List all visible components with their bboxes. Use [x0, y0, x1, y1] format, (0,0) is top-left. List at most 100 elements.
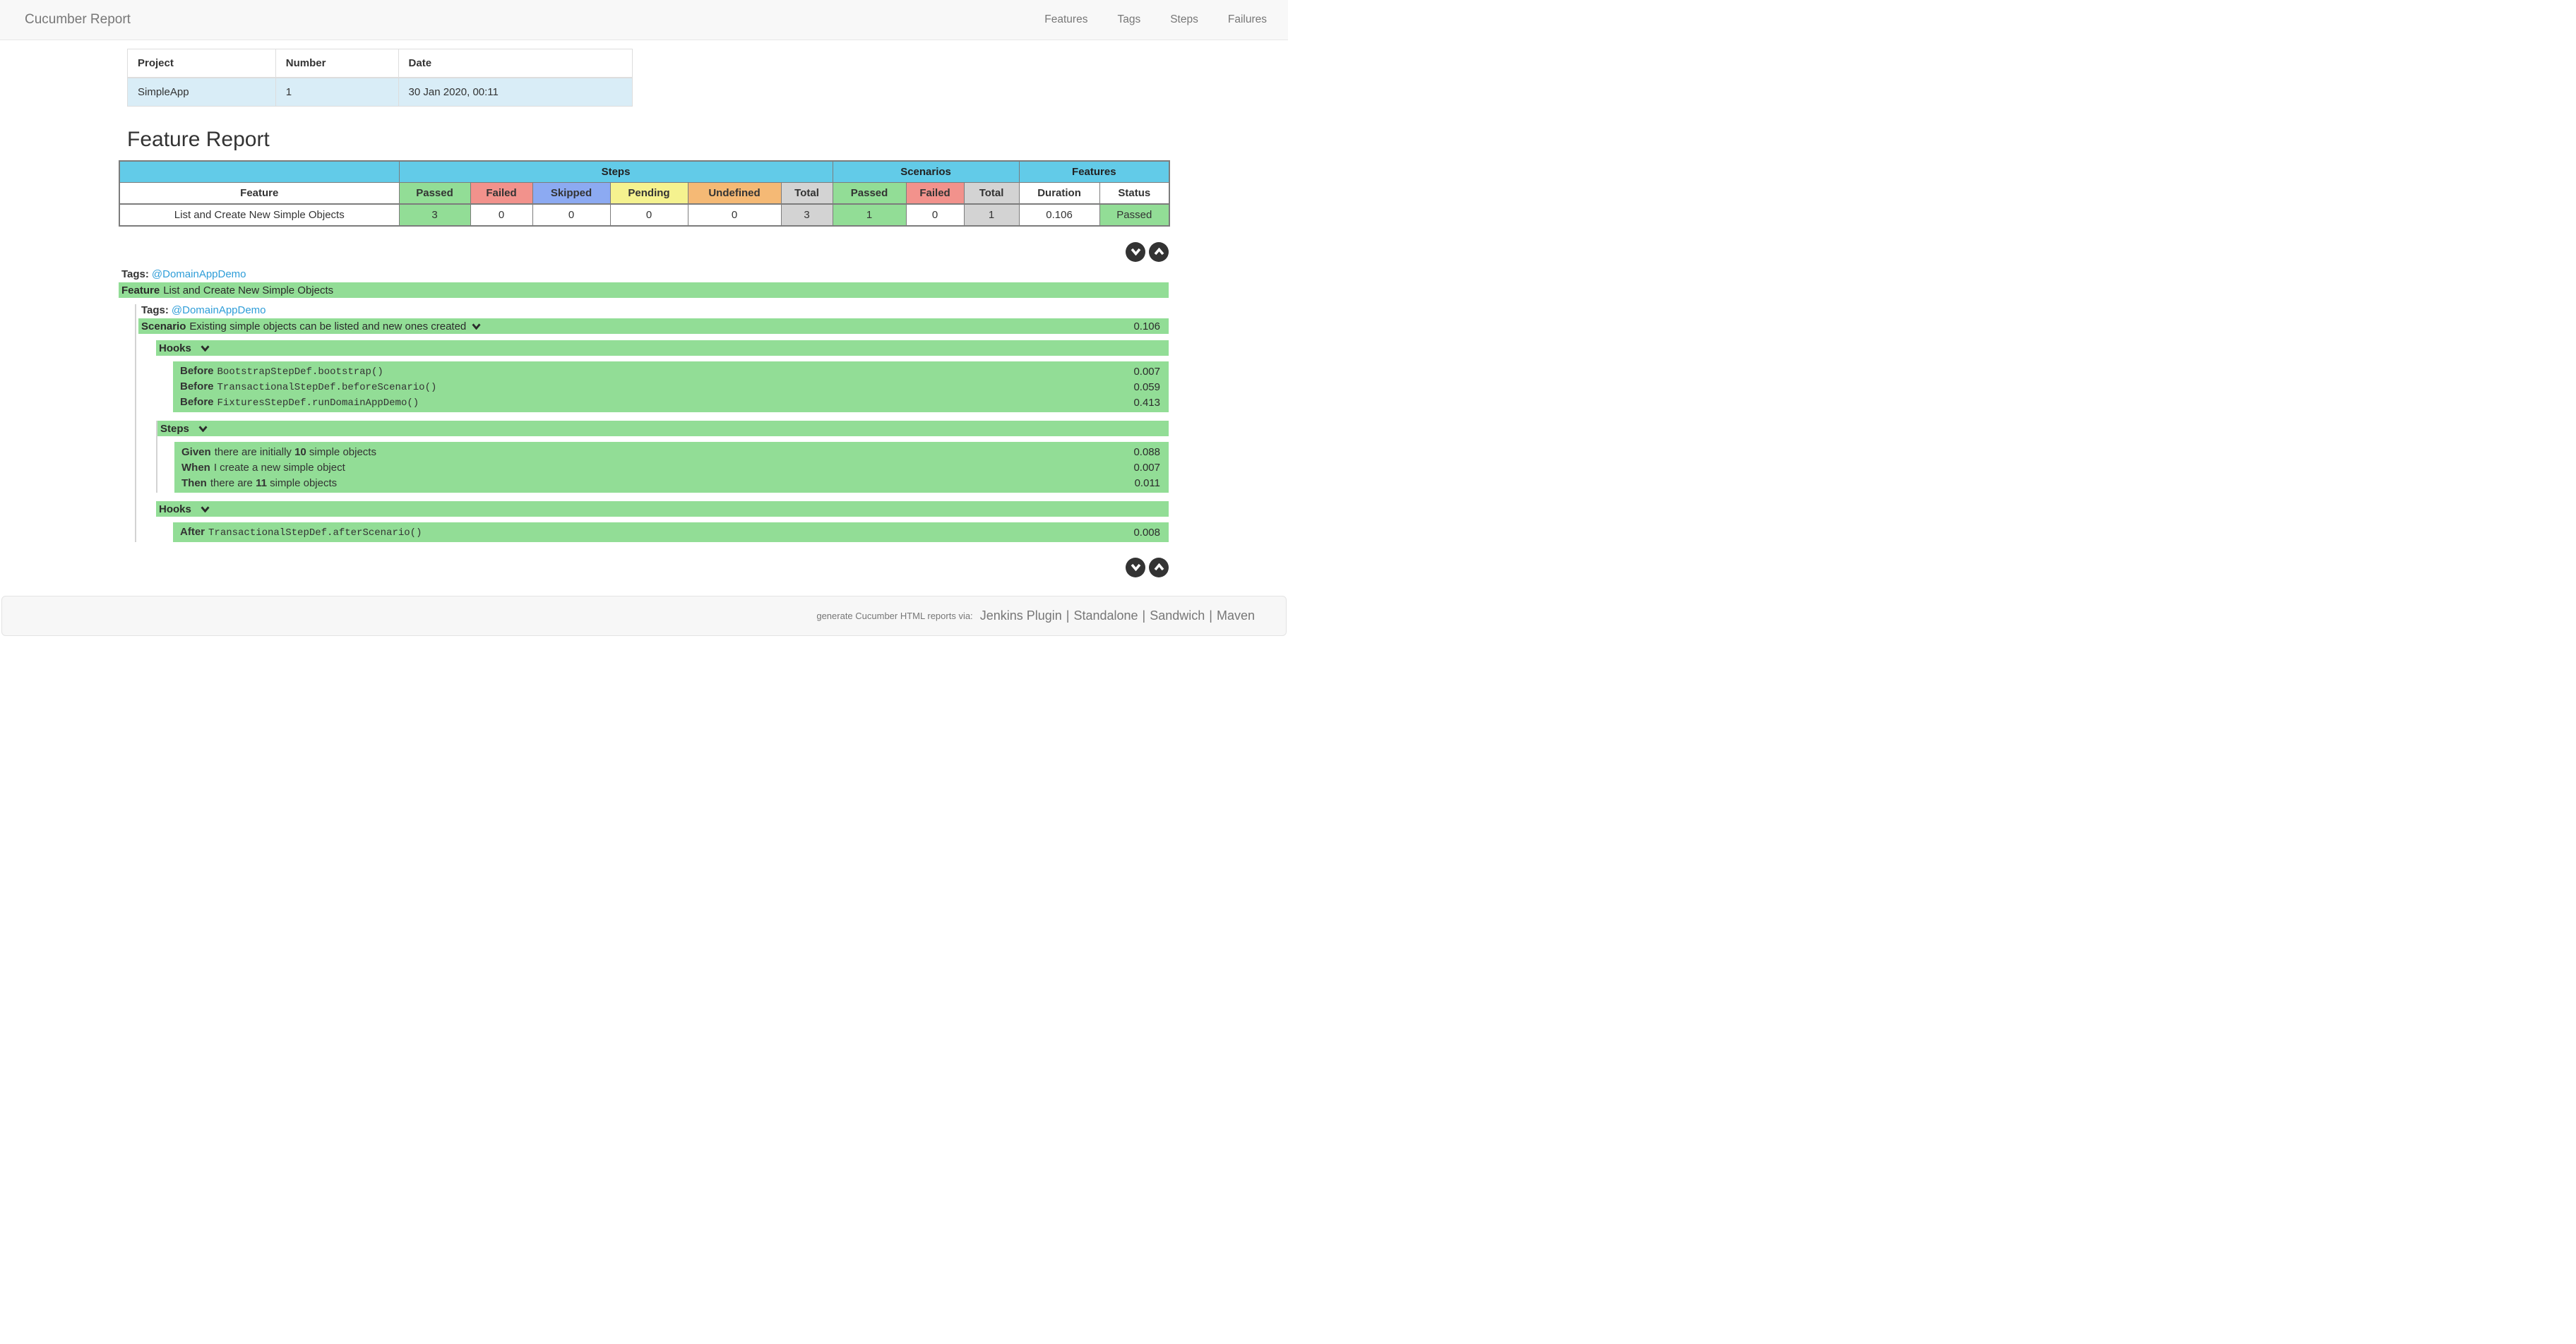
- hook-method: TransactionalStepDef.afterScenario(): [208, 527, 422, 539]
- tag-link[interactable]: @DomainAppDemo: [151, 268, 246, 280]
- chevron-down-icon[interactable]: [472, 323, 481, 330]
- build-col-number: Number: [275, 49, 399, 78]
- group-header-empty: [119, 160, 400, 183]
- footer-link-jenkins-plugin[interactable]: Jenkins Plugin: [979, 608, 1062, 623]
- cell-steps-total: 3: [780, 203, 833, 227]
- expand-all-button[interactable]: [1126, 558, 1145, 577]
- col-duration: Duration: [1018, 182, 1100, 205]
- feature-report-table: Steps Scenarios Features Feature Passed …: [119, 160, 1171, 227]
- hook-method: BootstrapStepDef.bootstrap(): [217, 366, 383, 378]
- step-text: I create a new simple object: [213, 461, 345, 474]
- navbar: Cucumber Report Features Tags Steps Fail…: [0, 0, 1288, 40]
- steps-bar[interactable]: Steps: [157, 421, 1169, 436]
- scenario-content: Hooks Before BootstrapStepDef.bootstrap()…: [156, 340, 1169, 542]
- expand-collapse-controls-bottom: [119, 558, 1169, 577]
- feature-tags: Tags: @DomainAppDemo: [121, 268, 1169, 280]
- scenario-duration: 0.106: [1133, 320, 1160, 332]
- step-row: When I create a new simple object 0.007: [174, 460, 1169, 475]
- cell-steps-failed: 0: [470, 203, 533, 227]
- cell-status: Passed: [1099, 203, 1170, 227]
- hook-keyword: Before: [180, 396, 214, 408]
- footer-separator: |: [1142, 608, 1146, 623]
- scenario-keyword: Scenario: [141, 320, 186, 332]
- nav-link-tags[interactable]: Tags: [1117, 13, 1141, 25]
- footer-link-maven[interactable]: Maven: [1216, 608, 1255, 623]
- steps-section: Steps Given there are initially 10 simple…: [156, 421, 1169, 493]
- tag-link[interactable]: @DomainAppDemo: [171, 304, 266, 316]
- hook-duration: 0.007: [1133, 365, 1160, 378]
- cell-steps-skipped: 0: [532, 203, 611, 227]
- cell-steps-passed: 3: [398, 203, 471, 227]
- scenario-name: Existing simple objects can be listed an…: [189, 320, 467, 332]
- collapse-all-button[interactable]: [1149, 242, 1169, 262]
- hook-keyword: Before: [180, 380, 214, 392]
- group-header-steps: Steps: [398, 160, 833, 183]
- hooks-before-rows: Before BootstrapStepDef.bootstrap() 0.007…: [173, 361, 1169, 412]
- chevron-down-icon[interactable]: [201, 344, 210, 352]
- cell-scenarios-passed: 1: [832, 203, 907, 227]
- feature-report-row: List and Create New Simple Objects 3 0 0…: [119, 203, 1170, 227]
- build-project-value: SimpleApp: [127, 77, 276, 107]
- hook-method: TransactionalStepDef.beforeScenario(): [217, 382, 437, 393]
- hook-keyword: Before: [180, 365, 214, 377]
- footer-prefix: generate Cucumber HTML reports via:: [816, 611, 973, 621]
- step-keyword: Given: [181, 445, 211, 458]
- feature-name: List and Create New Simple Objects: [163, 284, 334, 296]
- build-number-value: 1: [275, 77, 399, 107]
- hook-row: After TransactionalStepDef.afterScenario(…: [173, 524, 1169, 540]
- feature-section: Tags: @DomainAppDemo Feature List and Crea…: [119, 268, 1169, 542]
- expand-collapse-controls-top: [119, 242, 1169, 262]
- step-row: Given there are initially 10 simple objec…: [174, 444, 1169, 460]
- step-keyword: Then: [181, 476, 207, 489]
- chevron-down-icon[interactable]: [198, 425, 208, 432]
- cell-steps-pending: 0: [609, 203, 688, 227]
- footer-separator: |: [1209, 608, 1212, 623]
- feature-content: Tags: @DomainAppDemo Scenario Existing sim…: [135, 304, 1169, 542]
- nav-link-features[interactable]: Features: [1044, 13, 1088, 25]
- hook-row: Before TransactionalStepDef.beforeScenari…: [173, 379, 1169, 395]
- page-title: Feature Report: [127, 128, 270, 151]
- hook-duration: 0.008: [1133, 526, 1160, 539]
- hooks-after-bar[interactable]: Hooks: [156, 501, 1169, 517]
- footer-link-standalone[interactable]: Standalone: [1073, 608, 1138, 623]
- hook-duration: 0.059: [1133, 380, 1160, 393]
- chevron-down-icon: [1131, 247, 1141, 258]
- cell-feature-name: List and Create New Simple Objects: [119, 203, 400, 227]
- footer-links: Jenkins Plugin | Standalone | Sandwich | Maven: [980, 608, 1255, 623]
- build-info-table: Project Number Date SimpleApp 1 30 Jan 2…: [127, 49, 633, 107]
- expand-all-button[interactable]: [1126, 242, 1145, 262]
- collapse-all-button[interactable]: [1149, 558, 1169, 577]
- hook-row: Before BootstrapStepDef.bootstrap() 0.007: [173, 364, 1169, 379]
- step-text: simple objects: [306, 445, 376, 458]
- navbar-brand[interactable]: Cucumber Report: [25, 12, 131, 27]
- step-duration: 0.007: [1133, 461, 1160, 474]
- footer-link-sandwich[interactable]: Sandwich: [1150, 608, 1205, 623]
- col-scenarios-failed: Failed: [905, 182, 965, 205]
- hook-duration: 0.413: [1133, 396, 1160, 409]
- col-steps-failed: Failed: [470, 182, 533, 205]
- cell-scenarios-total: 1: [963, 203, 1020, 227]
- step-argument: 10: [294, 445, 306, 458]
- hooks-after-rows: After TransactionalStepDef.afterScenario(…: [173, 522, 1169, 542]
- col-steps-undefined: Undefined: [687, 182, 782, 205]
- build-date-value: 30 Jan 2020, 00:11: [398, 77, 633, 107]
- chevron-up-icon: [1154, 563, 1164, 573]
- hooks-label: Hooks: [159, 342, 191, 354]
- chevron-up-icon: [1154, 247, 1164, 258]
- scenario-bar[interactable]: Scenario Existing simple objects can be l…: [138, 318, 1169, 334]
- step-row: Then there are 11 simple objects 0.011: [174, 475, 1169, 491]
- chevron-down-icon[interactable]: [201, 505, 210, 512]
- step-keyword: When: [181, 461, 210, 474]
- footer-separator: |: [1066, 608, 1070, 623]
- cell-steps-undefined: 0: [687, 203, 782, 227]
- nav-link-steps[interactable]: Steps: [1170, 13, 1198, 25]
- hooks-before-bar[interactable]: Hooks: [156, 340, 1169, 356]
- col-scenarios-total: Total: [963, 182, 1020, 205]
- cell-duration: 0.106: [1018, 203, 1100, 227]
- hook-keyword: After: [180, 526, 205, 538]
- step-duration: 0.011: [1134, 476, 1160, 489]
- nav-link-failures[interactable]: Failures: [1227, 13, 1267, 25]
- build-info-row: SimpleApp 1 30 Jan 2020, 00:11: [127, 77, 633, 107]
- feature-bar[interactable]: Feature List and Create New Simple Object…: [119, 282, 1169, 298]
- hook-row: Before FixturesStepDef.runDomainAppDemo()…: [173, 395, 1169, 410]
